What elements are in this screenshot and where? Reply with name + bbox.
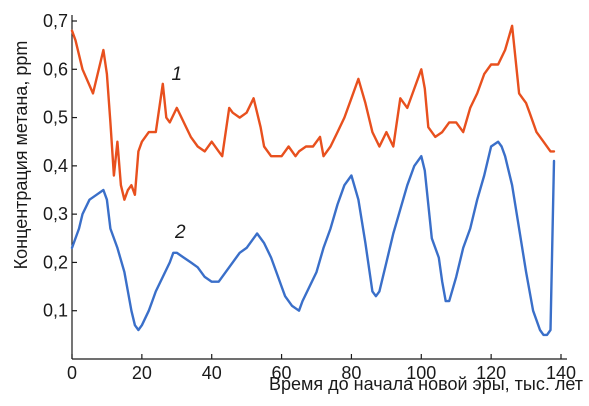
y-ticks: 0,1 0,2 0,3 0,4 0,5 0,6 0,7: [43, 11, 77, 321]
series-label-2: 2: [174, 222, 186, 243]
x-tick-label: 60: [272, 363, 292, 383]
x-tick-label: 140: [546, 363, 576, 383]
x-ticks: 0 20 40 60 80 100 120 140: [67, 354, 576, 383]
y-tick-label: 0,6: [43, 59, 68, 79]
series-line-1: [70, 24, 556, 201]
x-axis-title: Время до начала новой эры, тыс. лет: [269, 374, 583, 394]
y-tick-label: 0,3: [43, 204, 68, 224]
x-tick-label: 40: [202, 363, 222, 383]
series-line-2: [70, 140, 556, 337]
y-tick-label: 0,1: [43, 301, 68, 321]
x-tick-label: 120: [476, 363, 506, 383]
x-tick-label: 80: [341, 363, 361, 383]
y-tick-label: 0,5: [43, 108, 68, 128]
x-tick-label: 100: [406, 363, 436, 383]
y-tick-label: 0,7: [43, 11, 68, 31]
x-tick-label: 0: [67, 363, 77, 383]
y-tick-label: 0,2: [43, 252, 68, 272]
series-lines: [70, 24, 556, 337]
series-labels: 12: [171, 64, 185, 243]
series-label-1: 1: [171, 64, 182, 85]
x-tick-label: 20: [132, 363, 152, 383]
y-tick-label: 0,4: [43, 156, 68, 176]
y-axis-title: Концентрация метана, ppm: [11, 41, 31, 270]
axes: 0 20 40 60 80 100 120 140 0,1 0,2 0,3 0,4 0,5 0,6 0,7: [43, 11, 576, 383]
